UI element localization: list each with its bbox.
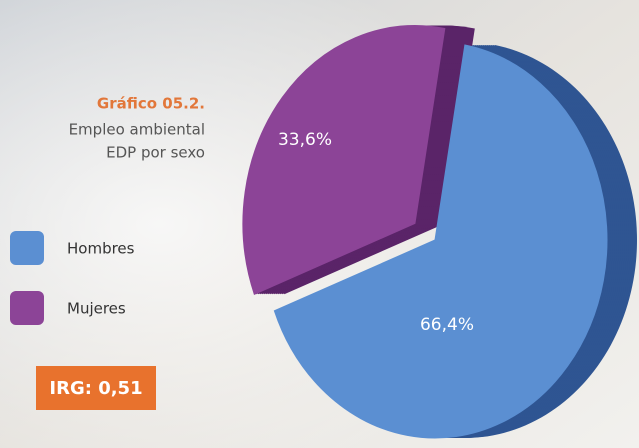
legend-label: Hombres — [67, 240, 135, 258]
chart-subtitle: EDP por sexo — [106, 144, 205, 162]
legend-swatch — [10, 231, 44, 265]
legend-label: Mujeres — [67, 300, 126, 318]
chart: 66,4% 33,6% Gráfico 05.2. Empleo ambienta… — [0, 0, 639, 448]
page: 66,4% 33,6% Gráfico 05.2. Empleo ambienta… — [0, 0, 639, 448]
data-label: 66,4% — [420, 315, 474, 335]
chart-title: Gráfico 05.2. — [97, 95, 205, 113]
annotation: IRG: 0,51 — [49, 378, 142, 399]
legend-swatch — [10, 291, 44, 325]
chart-subtitle: Empleo ambiental — [69, 121, 205, 139]
data-label: 33,6% — [278, 130, 332, 150]
